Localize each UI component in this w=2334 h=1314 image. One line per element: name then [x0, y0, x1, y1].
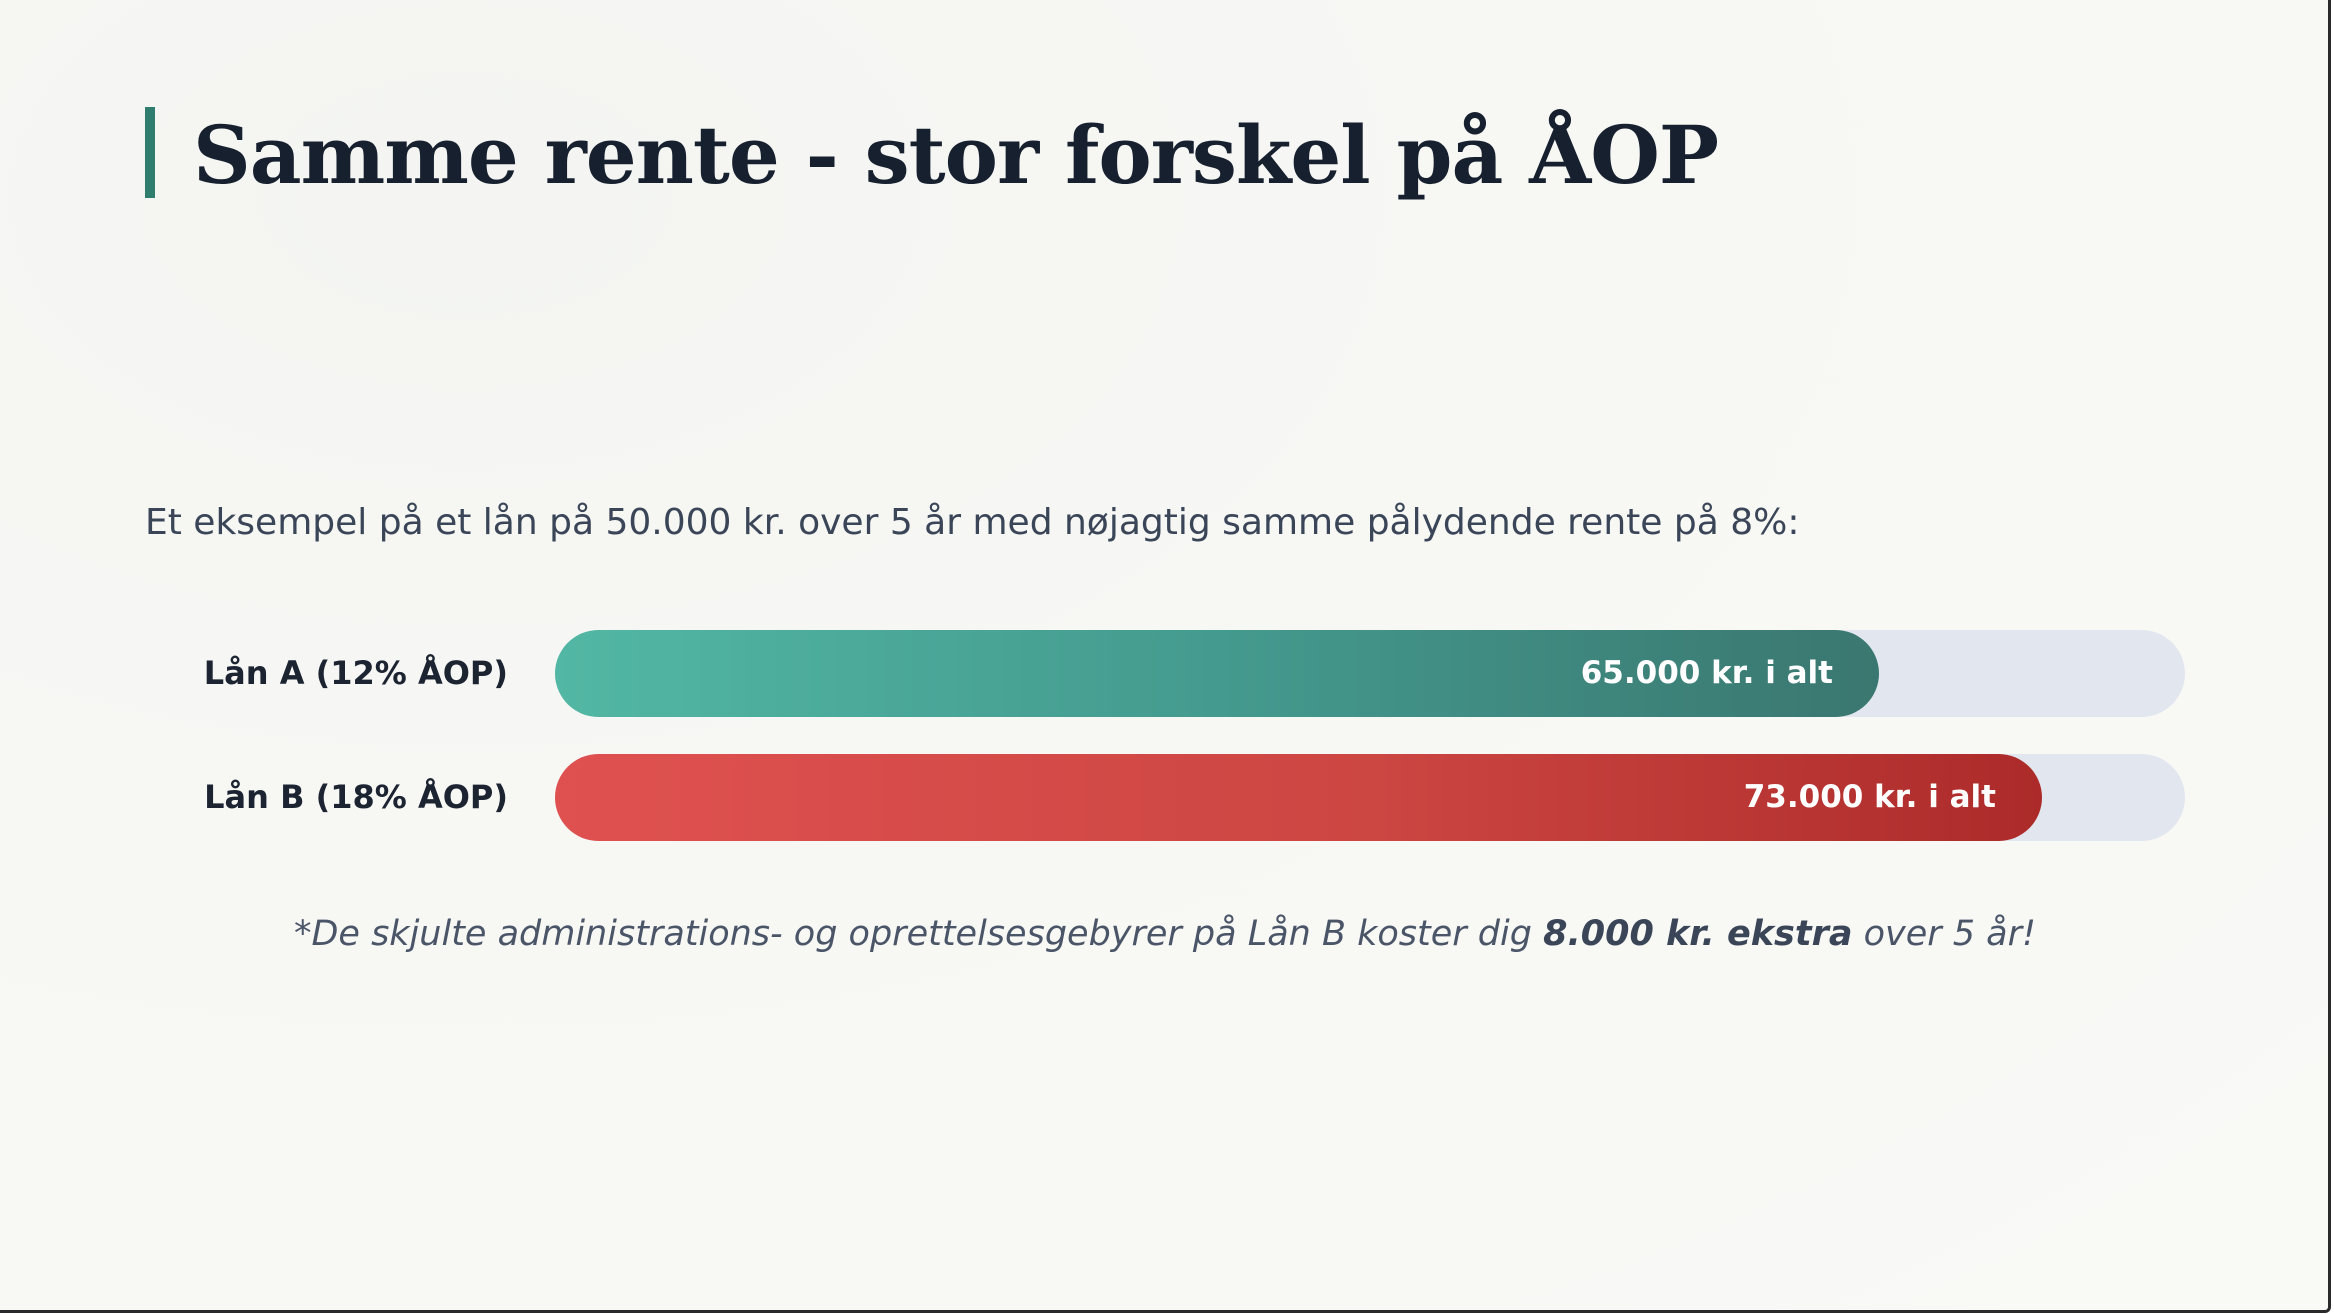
bar-category-label: Lån A (12% ÅOP)	[203, 654, 508, 692]
footnote-text-after: over 5 år!	[1852, 914, 2037, 954]
footnote-emphasis: 8.000 kr. ekstra	[1543, 914, 1853, 954]
bar-row: Lån A (12% ÅOP) 65.000 kr. i alt	[0, 630, 2330, 717]
bar-value-label: 65.000 kr. i alt	[1580, 655, 1833, 691]
bar: 65.000 kr. i alt	[555, 630, 1879, 717]
bar-category-label: Lån B (18% ÅOP)	[204, 778, 508, 816]
slide-title: Samme rente - stor forskel på ÅOP	[193, 108, 1719, 202]
footnote: *De skjulte administrations- og oprettel…	[0, 908, 2330, 960]
bar-track: 73.000 kr. i alt	[555, 754, 2185, 841]
bar-row: Lån B (18% ÅOP) 73.000 kr. i alt	[0, 754, 2330, 841]
bar-value-label: 73.000 kr. i alt	[1743, 779, 1996, 815]
bar: 73.000 kr. i alt	[555, 754, 2042, 841]
footnote-text-before: *De skjulte administrations- og oprettel…	[293, 914, 1544, 954]
title-accent-bar	[145, 107, 155, 198]
bar-track: 65.000 kr. i alt	[555, 630, 2185, 717]
intro-text: Et eksempel på et lån på 50.000 kr. over…	[145, 502, 1800, 543]
